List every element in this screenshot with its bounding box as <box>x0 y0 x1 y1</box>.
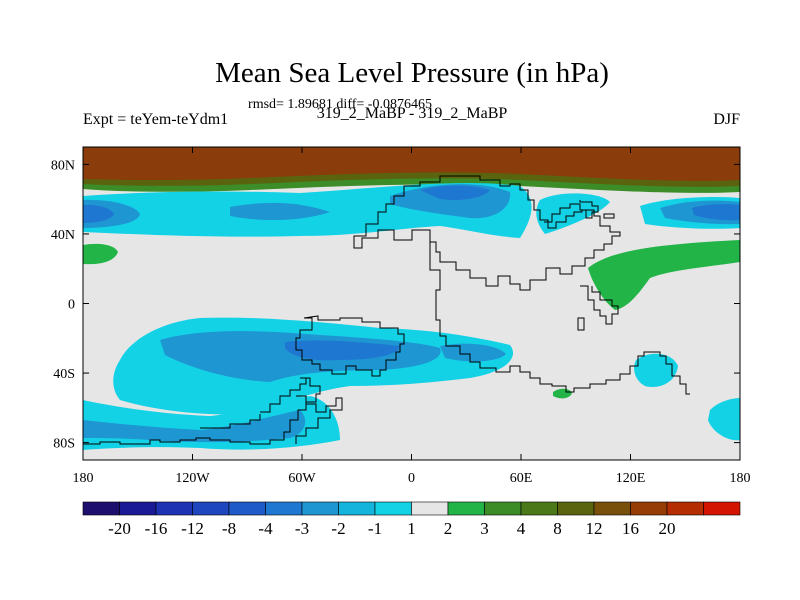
coastline-japan <box>544 200 599 223</box>
positive-highs <box>83 240 740 399</box>
chart-title: Mean Sea Level Pressure (in hPa) <box>215 57 609 89</box>
colorbar-swatch <box>666 501 704 516</box>
colorbar-swatch <box>374 501 412 516</box>
colorbar-label: 2 <box>444 519 453 538</box>
colorbar-label: -12 <box>181 519 204 538</box>
x-tick-label: 0 <box>408 471 415 486</box>
colorbar-swatch <box>630 501 668 516</box>
colorbar-swatch <box>119 501 157 516</box>
coastline-europe-africa <box>353 175 621 291</box>
arctic-high-region <box>83 147 740 193</box>
coastline-scotia <box>200 414 261 429</box>
map-panel <box>83 147 740 460</box>
south-lows <box>83 317 740 450</box>
southern-ocean-core <box>83 410 306 443</box>
colorbar-swatch <box>520 501 558 516</box>
colorbar-swatch <box>192 501 230 516</box>
y-tick-label: 40S <box>53 367 75 382</box>
season-label: DJF <box>713 111 740 128</box>
colorbar-label: 20 <box>659 519 676 538</box>
south-pacific-core <box>285 340 400 361</box>
colorbar-swatch <box>593 501 631 516</box>
north-pacific-core <box>83 204 114 223</box>
colorbar-swatch <box>228 501 266 516</box>
west-pacific-core <box>692 204 740 221</box>
x-tick-label: 60E <box>510 471 533 486</box>
coastline-antarctic-peninsula <box>260 378 307 413</box>
colorbar-label: -8 <box>222 519 236 538</box>
colorbar-label: -3 <box>295 519 309 538</box>
x-tick-label: 180 <box>730 471 751 486</box>
coastline-small-island <box>603 213 615 219</box>
colorbar-swatch <box>484 501 522 516</box>
coastline-island-chain <box>577 317 585 331</box>
y-tick-label: 0 <box>68 298 75 313</box>
coastline-east-asia <box>580 285 619 325</box>
comparison-label: 319_2_MaBP - 319_2_MaBP <box>317 105 508 122</box>
colorbar-label: 12 <box>586 519 603 538</box>
australia-high <box>553 388 572 399</box>
colorbar-swatch <box>703 501 741 516</box>
colorbar-swatch <box>338 501 376 516</box>
y-tick-label: 80S <box>53 437 75 452</box>
indian-ocean-high <box>588 240 740 310</box>
y-axis: 80N 40N 0 40S 80S <box>51 158 740 452</box>
experiment-label: Expt = teYem-teYdm1 <box>83 111 228 128</box>
x-tick-label: 120W <box>175 471 210 486</box>
colorbar-label: 4 <box>517 519 526 538</box>
north-lows <box>83 183 740 238</box>
coastline-middle-east <box>429 240 690 395</box>
colorbar-swatch <box>155 501 193 516</box>
coastlines <box>83 175 690 445</box>
colorbar-label: 1 <box>407 519 416 538</box>
colorbar-swatch <box>411 501 449 516</box>
x-tick-label: 120E <box>616 471 646 486</box>
x-axis: 180 120W 60W 0 60E 120E 180 <box>73 147 751 486</box>
x-tick-label: 60W <box>288 471 316 486</box>
colorbar-swatch <box>447 501 485 516</box>
x-tick-label: 180 <box>73 471 94 486</box>
y-tick-label: 40N <box>51 228 75 243</box>
colorbar-label: -1 <box>368 519 382 538</box>
south-atlantic-low <box>440 343 506 362</box>
coastline-south-america <box>83 377 321 445</box>
colorbar-label: -16 <box>145 519 168 538</box>
europe-low-core <box>420 185 490 200</box>
colorbar: -20 -16 -12 -8 -4 -3 -2 -1 1 2 3 4 8 12 16 20 <box>82 501 741 538</box>
colorbar-swatch <box>265 501 303 516</box>
south-pacific-east-low <box>708 398 740 441</box>
y-tick-label: 80N <box>51 158 75 173</box>
colorbar-swatch <box>82 501 120 516</box>
arctic-inner-band <box>83 147 740 181</box>
colorbar-label: -20 <box>108 519 131 538</box>
coastline-americas <box>295 315 405 377</box>
colorbar-swatch <box>557 501 595 516</box>
colorbar-label: 16 <box>622 519 639 538</box>
colorbar-label: -2 <box>331 519 345 538</box>
pacific-high-left <box>83 243 118 265</box>
coastline-south-cone <box>295 395 343 444</box>
tasman-low <box>634 353 678 388</box>
atlantic-low <box>230 202 330 221</box>
colorbar-label: 3 <box>480 519 489 538</box>
colorbar-label: -4 <box>258 519 273 538</box>
colorbar-swatch <box>301 501 339 516</box>
colorbar-label: 8 <box>553 519 562 538</box>
stats-line: rmsd= 1.89681 diff= -0.0876465 <box>248 97 432 112</box>
